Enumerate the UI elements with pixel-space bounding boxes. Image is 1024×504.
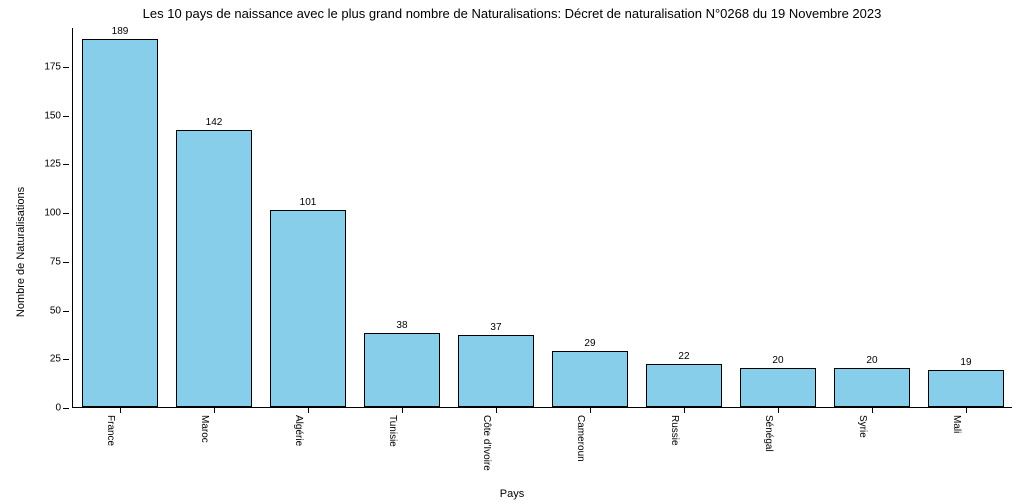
bar-value-label: 37	[490, 322, 501, 333]
x-tick-label: Côte d'Ivoire	[481, 415, 492, 471]
x-tick-label: Sénégal	[763, 415, 774, 452]
y-tick-label: 100	[44, 208, 73, 219]
bars-layer: 189 142 101 38 37 29 22 20 20 19	[73, 28, 1012, 407]
y-tick-label: 150	[44, 110, 73, 121]
bar-value-label: 101	[300, 197, 317, 208]
x-tick-label: France	[105, 415, 116, 446]
y-tick-label: 125	[44, 159, 73, 170]
x-tick	[872, 407, 873, 413]
x-tick-label: Maroc	[199, 415, 210, 443]
x-tick	[684, 407, 685, 413]
bar-value-label: 22	[678, 351, 689, 362]
x-tick-label: Russie	[669, 415, 680, 446]
bar-value-label: 189	[112, 26, 129, 37]
bar-value-label: 29	[584, 338, 595, 349]
x-tick	[402, 407, 403, 413]
bar-value-label: 20	[772, 355, 783, 366]
y-tick-label: 75	[50, 256, 73, 267]
bar: 20	[740, 368, 815, 407]
bar: 29	[552, 351, 627, 408]
x-tick	[308, 407, 309, 413]
x-tick-label: Mali	[951, 415, 962, 433]
bar: 19	[928, 370, 1003, 407]
chart-container: Les 10 pays de naissance avec le plus gr…	[0, 0, 1024, 504]
x-tick	[590, 407, 591, 413]
x-tick	[496, 407, 497, 413]
x-tick-label: Syrie	[857, 415, 868, 438]
bar: 189	[82, 39, 157, 407]
x-tick-label: Algérie	[293, 415, 304, 446]
x-axis-label: Pays	[0, 488, 1024, 500]
bar: 38	[364, 333, 439, 407]
y-axis-label: Nombre de Naturalisations	[15, 187, 27, 317]
y-tick-label: 25	[50, 354, 73, 365]
plot-area: 18914210138372922202019 0255075100125150…	[72, 28, 1012, 408]
x-tick	[214, 407, 215, 413]
y-tick-label: 0	[55, 403, 73, 414]
x-tick	[120, 407, 121, 413]
bar: 37	[458, 335, 533, 407]
x-tick	[966, 407, 967, 413]
x-tick-label: Tunisie	[387, 415, 398, 447]
bar: 20	[834, 368, 909, 407]
bar-value-label: 38	[396, 320, 407, 331]
chart-title: Les 10 pays de naissance avec le plus gr…	[0, 6, 1024, 21]
bar-value-label: 20	[866, 355, 877, 366]
bar: 22	[646, 364, 721, 407]
bar-value-label: 142	[206, 117, 223, 128]
bar: 142	[176, 130, 251, 407]
y-tick-label: 50	[50, 305, 73, 316]
y-tick-label: 175	[44, 61, 73, 72]
x-tick-label: Cameroun	[575, 415, 586, 462]
bar-value-label: 19	[960, 357, 971, 368]
bar: 101	[270, 210, 345, 407]
x-tick	[778, 407, 779, 413]
